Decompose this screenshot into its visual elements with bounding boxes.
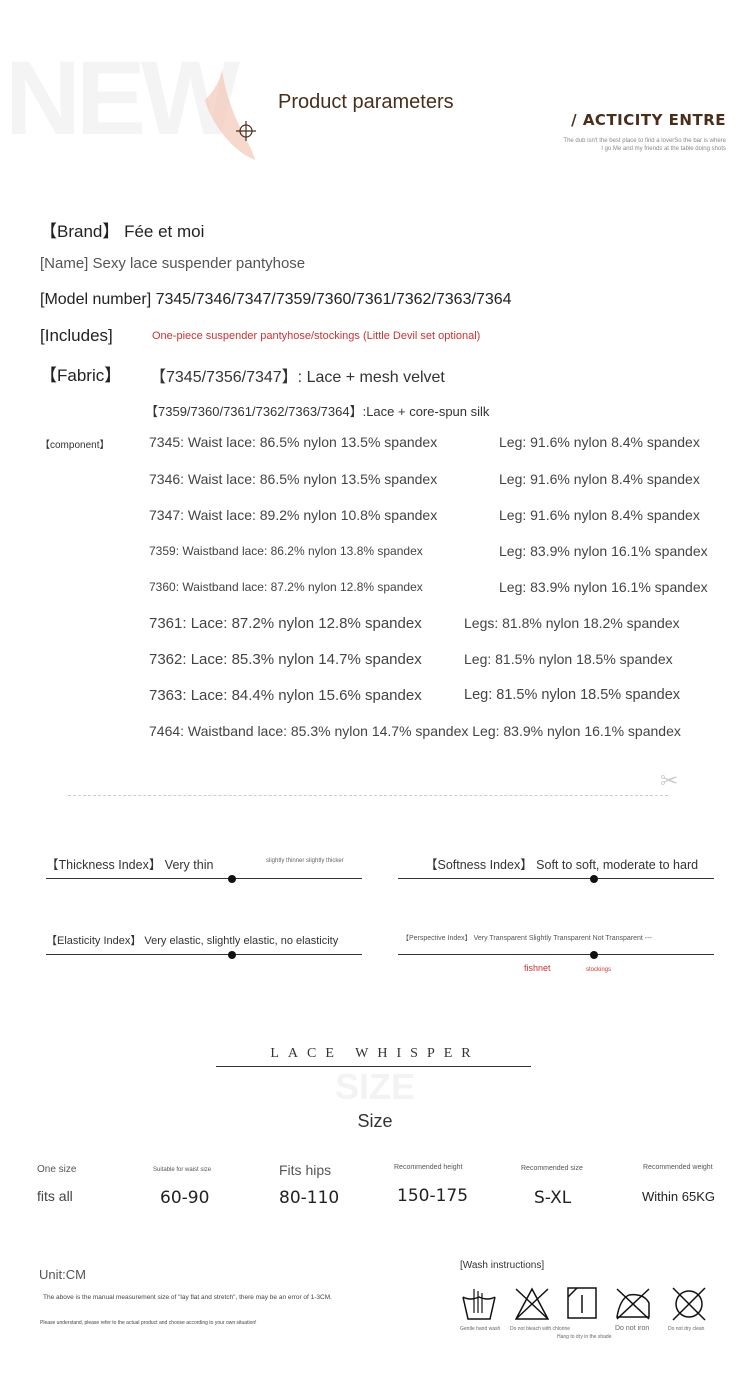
softness-scale <box>398 878 714 879</box>
size-value: Within 65KG <box>642 1189 715 1204</box>
size-value: 150-175 <box>397 1186 469 1206</box>
no-iron-icon <box>616 1288 650 1320</box>
thickness-scale <box>46 878 362 879</box>
component-waist: 7363: Lace: 84.4% nylon 15.6% spandex <box>149 687 422 704</box>
component-waist: 7359: Waistband lace: 86.2% nylon 13.8% … <box>149 544 423 558</box>
page-title: Product parameters <box>278 91 454 113</box>
decorative-swoosh <box>205 70 255 160</box>
size-head: Suitable for waist size <box>153 1167 212 1173</box>
thickness-marker <box>228 875 236 883</box>
tagline: The dub isn't the best place to find a l… <box>563 137 726 153</box>
component-leg: Leg: 81.5% nylon 18.5% spandex <box>464 687 681 703</box>
measurement-note: The above is the manual measurement size… <box>43 1294 332 1301</box>
size-head: One size <box>37 1164 77 1175</box>
brand: 【Brand】 Fée et moi <box>40 222 205 241</box>
component-waist: 7360: Waistband lace: 87.2% nylon 12.8% … <box>149 580 423 594</box>
unit-label: Unit:CM <box>39 1267 86 1282</box>
hand-wash-icon <box>462 1289 496 1320</box>
size-value: 80-110 <box>279 1188 340 1208</box>
wash-label: Hang to dry in the shade <box>557 1334 612 1340</box>
size-head: Recommended size <box>521 1165 583 1172</box>
perspective-scale <box>398 954 714 955</box>
divider <box>68 795 668 796</box>
component-waist: 7346: Waist lace: 86.5% nylon 13.5% span… <box>149 471 438 487</box>
elasticity-scale <box>46 954 362 955</box>
component-leg: Leg: 81.5% nylon 18.5% spandex <box>464 651 673 667</box>
component-waist: 7362: Lace: 85.3% nylon 14.7% spandex <box>149 651 422 668</box>
softness-label: 【Softness Index】 Soft to soft, moderate … <box>425 858 699 872</box>
wash-label: Do not iron <box>615 1325 650 1332</box>
component-waist: 7347: Waist lace: 89.2% nylon 10.8% span… <box>149 507 438 523</box>
size-head: Recommended height <box>394 1164 463 1171</box>
wash-label: Do not bleach with chlorine <box>510 1326 571 1332</box>
banner-underline <box>216 1066 531 1067</box>
no-dry-clean-icon <box>672 1287 706 1321</box>
no-bleach-icon <box>514 1287 550 1320</box>
size-value: fits all <box>37 1188 73 1204</box>
component-leg: Leg: 83.9% nylon 16.1% spandex <box>499 543 708 559</box>
fabric-label: 【Fabric】 <box>40 366 122 385</box>
subtitle: / ACTICITY ENTRE <box>571 111 726 129</box>
lace-whisper-banner: LACE WHISPER <box>270 1046 480 1061</box>
component-leg: Leg: 91.6% nylon 8.4% spandex <box>499 507 700 523</box>
wash-label: Gentle hand wash <box>460 1326 501 1332</box>
wash-label: Do not dry clean <box>668 1326 705 1332</box>
stockings-label: stockings <box>586 967 612 973</box>
component-waist: 7464: Waistband lace: 85.3% nylon 14.7% … <box>149 723 681 739</box>
component-leg: Legs: 81.8% nylon 18.2% spandex <box>464 615 680 631</box>
softness-marker <box>590 875 598 883</box>
size-value: S-XL <box>534 1188 572 1208</box>
thickness-label: 【Thickness Index】 Very thin <box>46 858 214 872</box>
thickness-hint: slightly thinner slightly thicker <box>266 858 344 864</box>
perspective-label: 【Perspective Index】 Very Transparent Sli… <box>402 935 652 942</box>
size-value: 60-90 <box>160 1188 210 1208</box>
fishnet-label: fishnet <box>524 963 551 973</box>
elasticity-marker <box>228 951 236 959</box>
component-waist: 7345: Waist lace: 86.5% nylon 13.5% span… <box>149 434 438 450</box>
component-leg: Leg: 83.9% nylon 16.1% spandex <box>499 579 708 595</box>
component-leg: Leg: 91.6% nylon 8.4% spandex <box>499 471 700 487</box>
perspective-marker <box>590 951 598 959</box>
includes-value: One-piece suspender pantyhose/stockings … <box>152 330 481 342</box>
dry-in-shade-icon <box>567 1287 597 1319</box>
size-title: Size <box>357 1111 393 1131</box>
new-watermark: NEW <box>5 40 240 157</box>
tagline-line: The dub isn't the best place to find a l… <box>563 138 726 144</box>
size-watermark: SIZE <box>334 1066 415 1107</box>
disclaimer-note: Please understand, please refer to the a… <box>40 1320 257 1326</box>
fabric-line: 【7359/7360/7361/7362/7363/7364】:Lace + c… <box>145 404 490 419</box>
tagline-line: I go Me and my friends at the table doin… <box>601 146 726 152</box>
scissors-icon: ✂ <box>660 768 679 793</box>
model-number: [Model number] 7345/7346/7347/7359/7360/… <box>40 291 512 308</box>
fabric-line: 【7345/7356/7347】: Lace + mesh velvet <box>150 369 445 386</box>
size-head: Fits hips <box>279 1162 332 1178</box>
includes-label: [Includes] <box>40 326 113 345</box>
component-leg: Leg: 91.6% nylon 8.4% spandex <box>499 434 700 450</box>
elasticity-label: 【Elasticity Index】 Very elastic, slightl… <box>46 935 339 947</box>
product-name: [Name] Sexy lace suspender pantyhose <box>40 255 306 272</box>
size-head: Recommended weight <box>643 1164 713 1171</box>
wash-title: [Wash instructions] <box>460 1260 545 1271</box>
component-label: 【component】 <box>40 440 110 451</box>
component-waist: 7361: Lace: 87.2% nylon 12.8% spandex <box>149 615 422 632</box>
crosshair-icon <box>236 121 256 141</box>
